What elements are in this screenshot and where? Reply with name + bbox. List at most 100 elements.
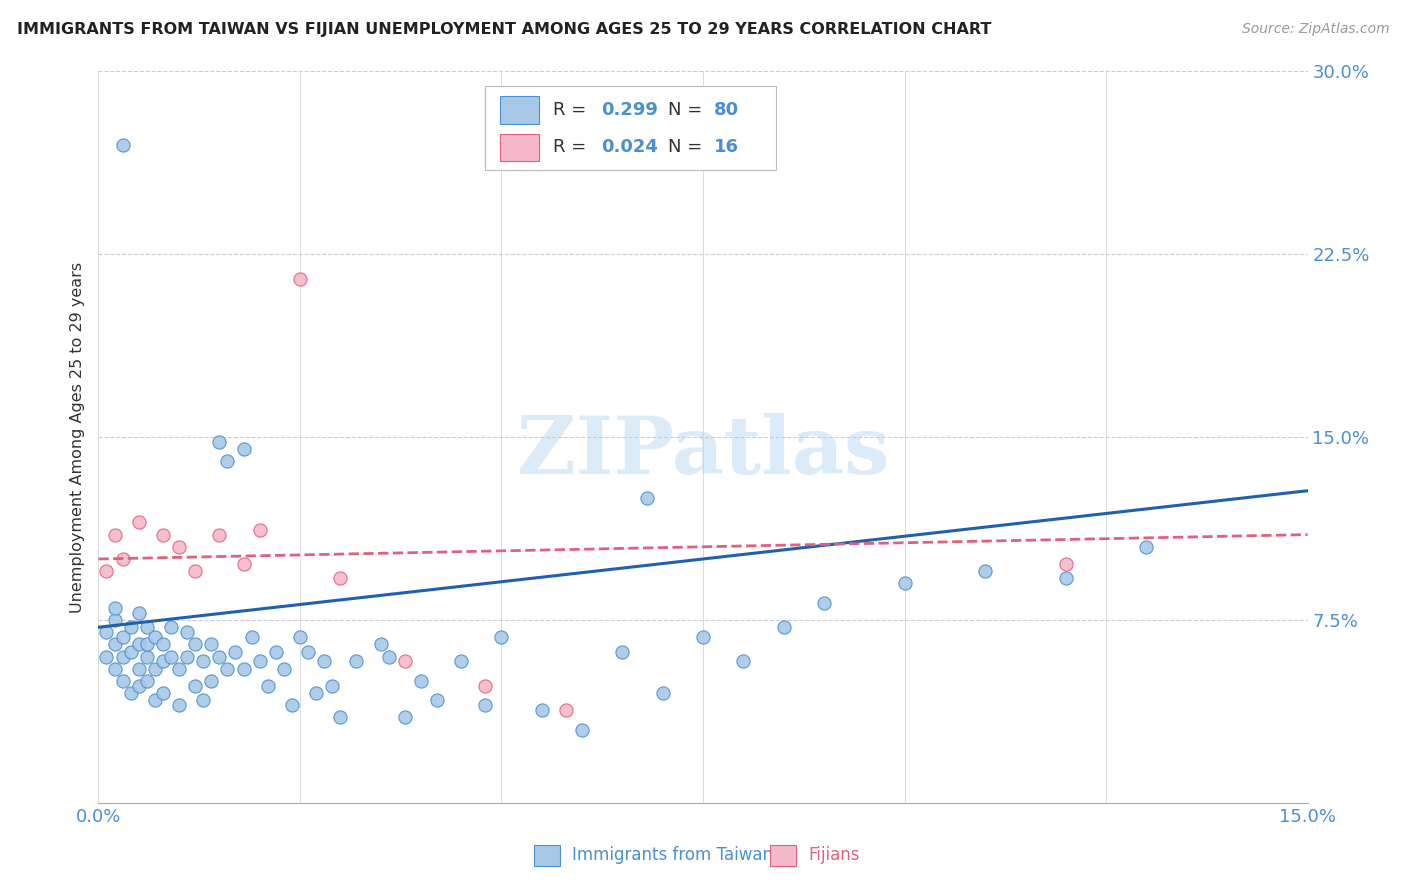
Point (256, 679, 278, 693)
Point (426, 693, 449, 707)
Point (120, 620, 142, 634)
Point (450, 654, 472, 668)
FancyBboxPatch shape (501, 96, 538, 124)
Point (377, 649, 399, 664)
Point (128, 662, 150, 676)
Point (394, 710, 416, 724)
Point (200, 637, 222, 651)
Point (974, 564, 997, 578)
FancyBboxPatch shape (534, 846, 561, 866)
Point (224, 645, 246, 659)
Point (193, 654, 215, 668)
FancyBboxPatch shape (769, 846, 796, 866)
Text: ZIPatlas: ZIPatlas (517, 413, 889, 491)
Point (96, 625, 118, 640)
Text: IMMIGRANTS FROM TAIWAN VS FIJIAN UNEMPLOYMENT AMONG AGES 25 TO 29 YEARS CORRELAT: IMMIGRANTS FROM TAIWAN VS FIJIAN UNEMPLO… (17, 22, 991, 37)
Point (329, 572, 352, 586)
Point (208, 527, 231, 541)
Point (733, 654, 755, 668)
Point (314, 654, 336, 668)
Point (636, 491, 658, 505)
Point (103, 527, 125, 541)
Point (103, 637, 125, 651)
Text: Immigrants from Taiwan: Immigrants from Taiwan (572, 847, 773, 864)
Point (297, 645, 319, 659)
Point (474, 679, 496, 693)
Point (249, 523, 271, 537)
Text: N =: N = (668, 138, 709, 156)
Point (232, 662, 254, 676)
Point (474, 698, 496, 713)
Point (103, 662, 125, 676)
Point (160, 620, 183, 634)
Point (111, 137, 134, 152)
Point (152, 686, 174, 700)
Point (692, 630, 714, 644)
Point (184, 637, 207, 651)
Point (111, 552, 134, 566)
Point (232, 557, 254, 571)
Point (135, 649, 157, 664)
Point (612, 645, 634, 659)
Point (193, 693, 215, 707)
Point (288, 271, 311, 285)
Point (111, 649, 134, 664)
Point (329, 710, 352, 724)
Point (128, 679, 150, 693)
Point (208, 434, 231, 449)
Text: N =: N = (668, 101, 709, 120)
Point (571, 723, 593, 737)
Point (111, 673, 134, 688)
Point (135, 637, 157, 651)
Point (143, 662, 166, 676)
FancyBboxPatch shape (501, 134, 538, 161)
Point (120, 645, 142, 659)
Point (152, 527, 174, 541)
Point (176, 649, 198, 664)
Point (200, 673, 222, 688)
Point (370, 637, 392, 651)
Point (152, 654, 174, 668)
Point (103, 613, 125, 627)
Y-axis label: Unemployment Among Ages 25 to 29 years: Unemployment Among Ages 25 to 29 years (69, 261, 84, 613)
FancyBboxPatch shape (485, 86, 776, 170)
Text: 0.299: 0.299 (602, 101, 658, 120)
Point (772, 620, 794, 634)
Point (96, 564, 118, 578)
Point (143, 693, 166, 707)
Point (555, 703, 578, 717)
Point (651, 686, 673, 700)
Point (264, 645, 287, 659)
Point (813, 596, 835, 610)
Point (143, 630, 166, 644)
Point (184, 679, 207, 693)
Point (1054, 572, 1077, 586)
Point (249, 654, 271, 668)
Point (167, 540, 190, 554)
Text: R =: R = (553, 101, 592, 120)
Text: 0.024: 0.024 (602, 138, 658, 156)
Point (305, 686, 328, 700)
Point (491, 630, 513, 644)
Point (167, 698, 190, 713)
Point (273, 662, 295, 676)
Text: R =: R = (553, 138, 592, 156)
Point (103, 600, 125, 615)
Point (409, 673, 432, 688)
Text: 16: 16 (714, 138, 740, 156)
Point (530, 703, 553, 717)
Point (281, 698, 304, 713)
Point (176, 625, 198, 640)
Point (232, 442, 254, 457)
Point (208, 649, 231, 664)
Point (893, 576, 915, 591)
Point (128, 637, 150, 651)
Point (120, 686, 142, 700)
Text: Source: ZipAtlas.com: Source: ZipAtlas.com (1241, 22, 1389, 37)
Point (288, 630, 311, 644)
Point (394, 654, 416, 668)
Point (321, 679, 343, 693)
Point (111, 630, 134, 644)
Point (152, 637, 174, 651)
Point (1054, 557, 1077, 571)
